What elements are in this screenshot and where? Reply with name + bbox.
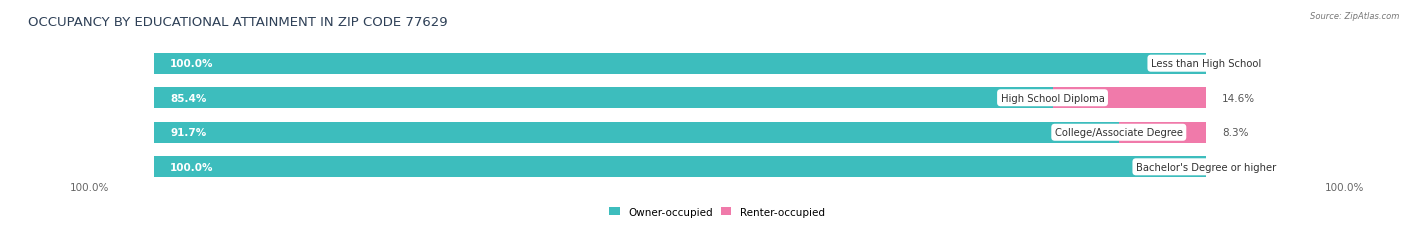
Text: 8.3%: 8.3% [1222,128,1249,138]
Text: College/Associate Degree: College/Associate Degree [1054,128,1182,138]
Bar [155,122,1206,143]
Text: 100.0%: 100.0% [170,59,214,69]
Text: High School Diploma: High School Diploma [1001,93,1105,103]
Text: 85.4%: 85.4% [170,93,207,103]
Text: OCCUPANCY BY EDUCATIONAL ATTAINMENT IN ZIP CODE 77629: OCCUPANCY BY EDUCATIONAL ATTAINMENT IN Z… [28,16,447,29]
Text: Source: ZipAtlas.com: Source: ZipAtlas.com [1309,12,1399,21]
Text: 0.0%: 0.0% [1222,59,1249,69]
Text: 91.7%: 91.7% [170,128,207,138]
Text: 14.6%: 14.6% [1222,93,1256,103]
Bar [155,53,1206,75]
Bar [155,156,1206,178]
Bar [155,122,1119,143]
Text: 100.0%: 100.0% [170,162,214,172]
Bar [155,88,1206,109]
Legend: Owner-occupied, Renter-occupied: Owner-occupied, Renter-occupied [609,207,825,217]
Text: Less than High School: Less than High School [1152,59,1261,69]
Bar [1053,88,1206,109]
Text: 100.0%: 100.0% [70,182,110,192]
Bar [1119,122,1206,143]
Bar [155,88,1053,109]
Text: Bachelor's Degree or higher: Bachelor's Degree or higher [1136,162,1277,172]
Bar [155,53,1206,75]
Text: 100.0%: 100.0% [1324,182,1364,192]
Text: 0.0%: 0.0% [1222,162,1249,172]
Bar [155,156,1206,178]
